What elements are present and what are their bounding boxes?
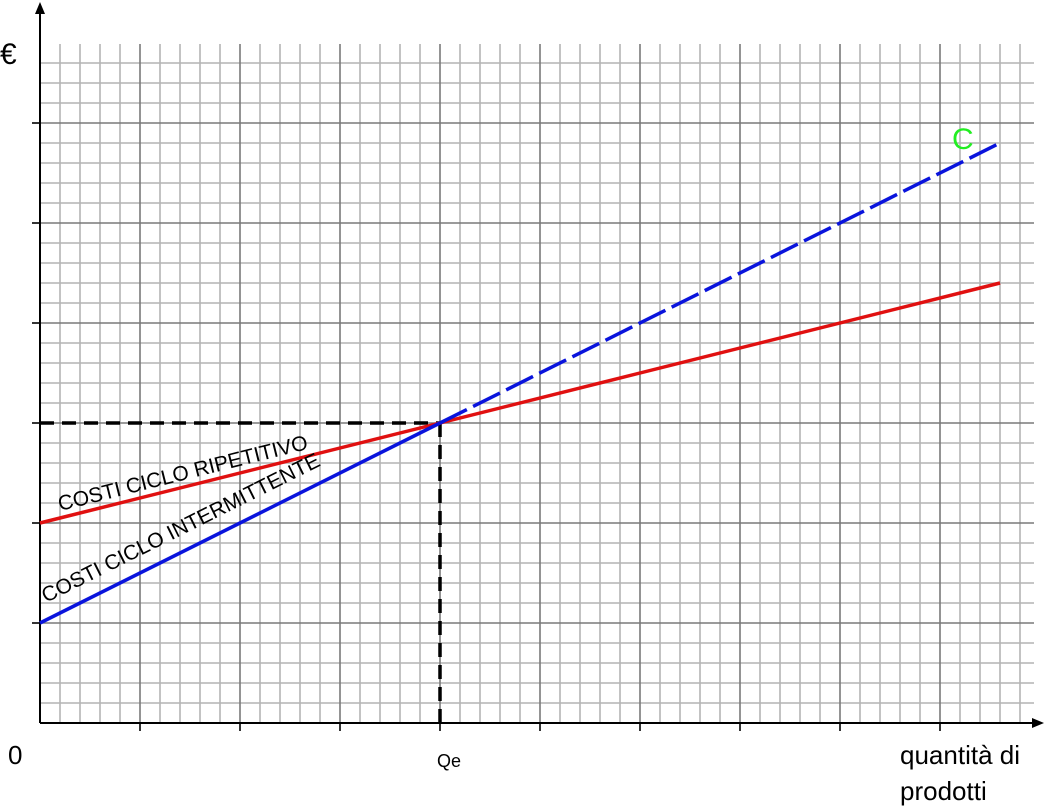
series-lines bbox=[39, 141, 1001, 625]
series-line-ripetitivo bbox=[39, 281, 1001, 525]
guide-lines bbox=[40, 421, 442, 723]
minor-grid bbox=[40, 44, 1034, 723]
x-tick-labels: Qe bbox=[437, 751, 461, 771]
axis-ticks bbox=[32, 122, 941, 731]
x-axis-arrow bbox=[1032, 718, 1044, 728]
origin-label: 0 bbox=[8, 740, 22, 770]
x-axis-label-line2: prodotti bbox=[900, 776, 987, 806]
series-line-intermittente bbox=[39, 421, 441, 625]
annotations: C bbox=[952, 123, 974, 156]
x-tick-label: Qe bbox=[437, 751, 461, 771]
y-axis-arrow bbox=[35, 2, 45, 14]
axes bbox=[35, 2, 1044, 728]
major-grid bbox=[40, 44, 1034, 723]
series-line-intermittente-extension bbox=[439, 141, 1001, 425]
y-axis-label: € bbox=[0, 38, 17, 71]
annotation-label: C bbox=[952, 123, 974, 156]
x-axis-label-line1: quantità di bbox=[900, 740, 1020, 770]
